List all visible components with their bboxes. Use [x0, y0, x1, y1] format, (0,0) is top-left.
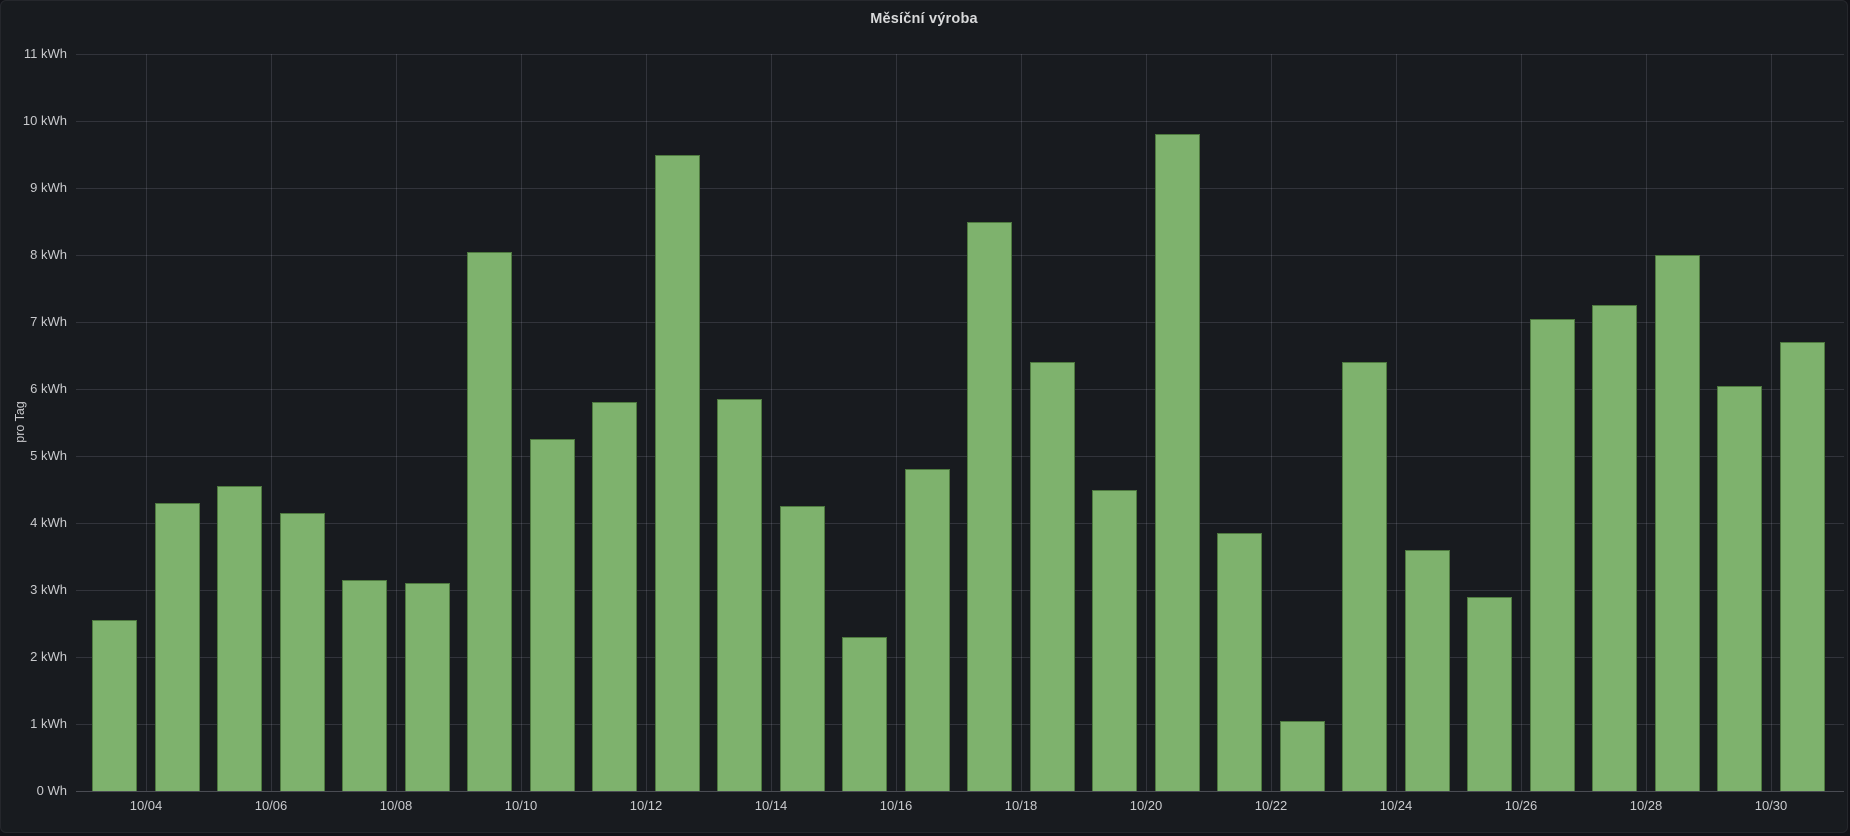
- horizontal-gridline: [76, 322, 1844, 323]
- vertical-gridline: [1771, 54, 1772, 791]
- horizontal-gridline: [76, 590, 1844, 591]
- vertical-gridline: [1021, 54, 1022, 791]
- bar-10-22[interactable]: [1279, 720, 1325, 791]
- bar-10-25[interactable]: [1467, 596, 1513, 791]
- bar-10-23[interactable]: [1342, 362, 1388, 791]
- bar-10-28[interactable]: [1654, 255, 1700, 791]
- bar-10-20[interactable]: [1154, 134, 1200, 791]
- vertical-gridline: [1396, 54, 1397, 791]
- y-tick-label: 10 kWh: [22, 113, 67, 128]
- bar-10-03[interactable]: [92, 620, 138, 791]
- horizontal-gridline: [76, 724, 1844, 725]
- y-tick-label: 4 kWh: [30, 515, 67, 530]
- x-tick-label: 10/14: [754, 798, 788, 813]
- horizontal-gridline: [76, 121, 1844, 122]
- y-tick-label: 1 kWh: [30, 716, 67, 731]
- horizontal-gridline: [76, 188, 1844, 189]
- horizontal-gridline: [76, 657, 1844, 658]
- vertical-gridline: [521, 54, 522, 791]
- x-tick-label: 10/08: [379, 798, 413, 813]
- x-tick-label: 10/22: [1254, 798, 1288, 813]
- vertical-gridline: [1646, 54, 1647, 791]
- vertical-gridline: [1271, 54, 1272, 791]
- x-tick-label: 10/24: [1379, 798, 1413, 813]
- horizontal-gridline: [76, 255, 1844, 256]
- y-tick-label: 9 kWh: [30, 180, 67, 195]
- y-tick-label: 6 kWh: [30, 381, 67, 396]
- y-tick-label: 2 kWh: [30, 649, 67, 664]
- bar-10-09[interactable]: [467, 251, 513, 791]
- x-tick-label: 10/20: [1129, 798, 1163, 813]
- bar-10-05[interactable]: [217, 486, 263, 791]
- bar-10-15[interactable]: [842, 636, 888, 791]
- bar-10-29[interactable]: [1717, 385, 1763, 791]
- bar-10-11[interactable]: [592, 402, 638, 791]
- bar-10-21[interactable]: [1217, 533, 1263, 791]
- vertical-gridline: [1146, 54, 1147, 791]
- horizontal-gridline: [76, 456, 1844, 457]
- bar-10-19[interactable]: [1092, 489, 1138, 791]
- vertical-gridline: [771, 54, 772, 791]
- bar-10-26[interactable]: [1529, 318, 1575, 791]
- horizontal-gridline: [76, 389, 1844, 390]
- x-tick-label: 10/12: [629, 798, 663, 813]
- x-tick-label: 10/30: [1754, 798, 1788, 813]
- bar-10-12[interactable]: [654, 154, 700, 791]
- x-tick-label: 10/06: [254, 798, 288, 813]
- vertical-gridline: [146, 54, 147, 791]
- vertical-gridline: [1521, 54, 1522, 791]
- x-axis-line: [76, 791, 1844, 792]
- vertical-gridline: [896, 54, 897, 791]
- bar-10-17[interactable]: [967, 221, 1013, 791]
- x-tick-label: 10/16: [879, 798, 913, 813]
- y-tick-label: 11 kWh: [23, 46, 67, 61]
- x-tick-label: 10/18: [1004, 798, 1038, 813]
- bar-10-08[interactable]: [404, 583, 450, 791]
- x-tick-label: 10/10: [504, 798, 538, 813]
- y-tick-label: 3 kWh: [30, 582, 67, 597]
- y-tick-label: 7 kWh: [30, 314, 67, 329]
- vertical-gridline: [646, 54, 647, 791]
- panel-title[interactable]: Měsíční výroba: [870, 11, 978, 27]
- bar-10-14[interactable]: [779, 506, 825, 791]
- horizontal-gridline: [76, 54, 1844, 55]
- bar-10-06[interactable]: [279, 512, 325, 791]
- vertical-gridline: [396, 54, 397, 791]
- horizontal-gridline: [76, 523, 1844, 524]
- y-tick-label: 5 kWh: [30, 448, 67, 463]
- bar-10-18[interactable]: [1029, 362, 1075, 791]
- bar-10-24[interactable]: [1404, 549, 1450, 791]
- bar-10-13[interactable]: [717, 399, 763, 791]
- bar-10-04[interactable]: [154, 502, 200, 791]
- bar-10-30[interactable]: [1779, 342, 1825, 791]
- y-tick-label: 0 Wh: [36, 783, 67, 798]
- y-tick-label: 8 kWh: [30, 247, 67, 262]
- bar-10-27[interactable]: [1592, 305, 1638, 791]
- bar-10-16[interactable]: [904, 469, 950, 791]
- bar-10-10[interactable]: [529, 439, 575, 791]
- x-tick-label: 10/28: [1629, 798, 1663, 813]
- vertical-gridline: [271, 54, 272, 791]
- x-tick-label: 10/04: [129, 798, 163, 813]
- x-tick-label: 10/26: [1504, 798, 1538, 813]
- bar-10-07[interactable]: [342, 579, 388, 791]
